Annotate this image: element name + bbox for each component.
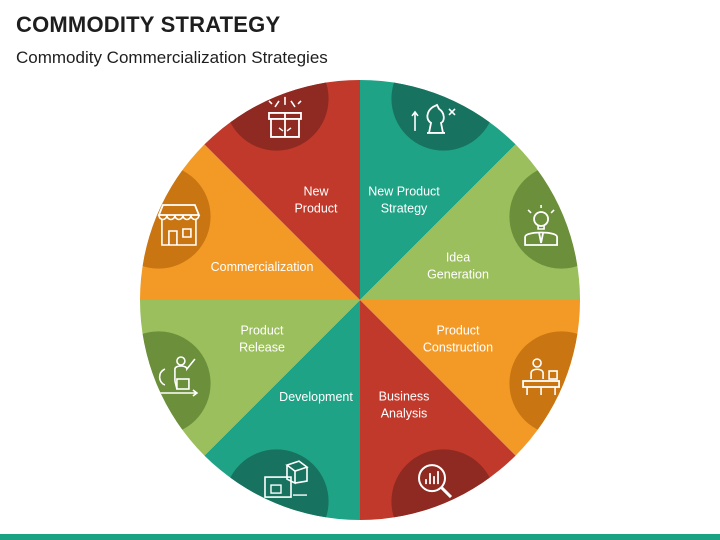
label-product-release: Product Release [239,324,285,355]
segment-idea-generation [360,87,580,300]
segment-new-product [147,80,360,300]
blueprint-box-icon [264,460,309,498]
chess-knight-strategy-icon [411,103,456,134]
page-title: COMMODITY STRATEGY [16,12,281,37]
footer-bar [0,534,720,540]
label-new-product-strategy: New Product Strategy [368,185,440,216]
label-idea-generation: Idea Generation [427,251,489,282]
lightbulb-person-icon [524,204,558,246]
magnifier-chart-icon [418,464,453,499]
label-business-analysis: Business Analysis [379,390,430,421]
assembly-line-icon [522,358,560,396]
gift-box-launch-icon [268,96,302,138]
badge-business-analysis [391,449,496,520]
label-development: Development [279,390,353,404]
segment-product-construction [360,300,580,513]
label-new-product: New Product [294,185,338,216]
person-release-icon [158,356,199,397]
label-commercialization: Commercialization [211,260,314,274]
badge-new-product-strategy [391,80,496,151]
badge-new-product [224,80,329,151]
segment-product-release [140,300,360,513]
badge-development [224,449,329,520]
badge-product-release [140,331,211,436]
segment-business-analysis [360,300,573,520]
badge-idea-generation [509,164,580,269]
badge-product-construction [509,331,580,436]
page-subtitle: Commodity Commercialization Strategies [16,48,328,67]
segment-commercialization [140,87,360,300]
storefront-icon [157,204,201,246]
badge-commercialization [140,164,211,269]
label-product-construction: Product Construction [423,324,493,355]
segment-development [147,300,360,520]
segment-new-product-strategy [360,80,573,300]
